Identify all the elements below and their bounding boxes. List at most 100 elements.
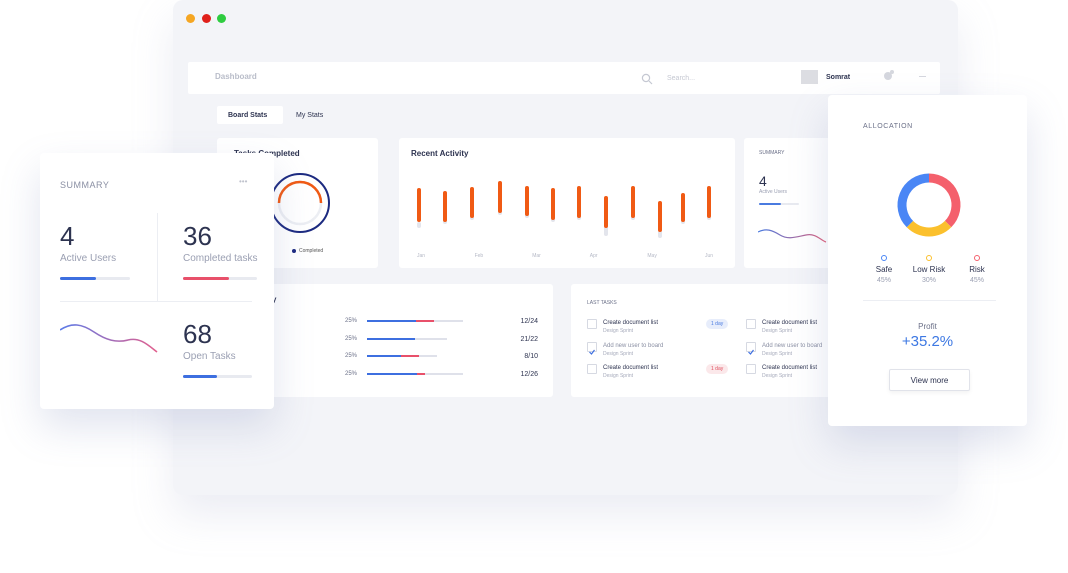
- progress-fill: [416, 320, 434, 322]
- divider: [157, 213, 158, 301]
- card-title: ALLOCATION: [863, 123, 913, 130]
- summary-card: SUMMARY ••• 4 Active Users 36 Completed tas…: [40, 153, 274, 409]
- checkbox[interactable]: [587, 341, 597, 355]
- month-label: Apr: [589, 253, 598, 259]
- task-subtitle: Design Sprint: [762, 373, 793, 379]
- menu-icon[interactable]: [919, 76, 926, 77]
- search-icon[interactable]: [641, 73, 653, 85]
- window-dot: [186, 14, 195, 23]
- month-label: Mar: [532, 253, 541, 259]
- progress-fill: [759, 203, 781, 205]
- fraction: 21/22: [520, 335, 538, 343]
- recent-activity-card: Recent Activity Jan Feb Mar Apr May Jun: [399, 138, 735, 268]
- settings-icon[interactable]: [883, 69, 895, 81]
- task-subtitle: Design Sprint: [603, 328, 634, 334]
- divider: [863, 300, 996, 301]
- card-title: LAST TASKS: [587, 300, 617, 306]
- progress-fill: [60, 277, 96, 280]
- legend-value: 45%: [969, 277, 984, 284]
- task-subtitle: Design Sprint: [762, 350, 793, 357]
- divider: [60, 301, 252, 302]
- allocation-donut: [897, 173, 961, 237]
- card-title: y: [272, 295, 277, 304]
- activity-bars: [417, 181, 711, 238]
- fraction: 8/10: [524, 353, 538, 360]
- progress-fill: [367, 372, 417, 375]
- more-button[interactable]: •••: [239, 177, 248, 186]
- card-title: Recent Activity: [411, 149, 469, 158]
- task-subtitle: Design Sprint: [762, 328, 793, 334]
- task-subtitle: Design Sprint: [603, 350, 634, 357]
- task-title: Create document list: [603, 365, 659, 371]
- view-more-button[interactable]: View more: [889, 369, 970, 391]
- progress-fill: [417, 372, 425, 375]
- profit-value: +35.2%: [901, 333, 954, 350]
- stat-label: Completed tasks: [183, 253, 258, 264]
- task-title: Add new user to board: [762, 342, 823, 349]
- percent: 25%: [345, 335, 358, 342]
- stat-value: 4: [60, 221, 75, 251]
- checkbox[interactable]: [746, 319, 756, 329]
- stat-label: Open Tasks: [183, 351, 236, 362]
- legend-dot: [881, 255, 887, 261]
- percent: 25%: [345, 318, 358, 324]
- legend-label: Low Risk: [912, 265, 946, 274]
- trend-line: [60, 324, 158, 353]
- card-title: SUMMARY: [759, 150, 785, 156]
- month-label: Jun: [705, 253, 714, 259]
- donut-segment: [928, 173, 961, 228]
- check-mark: [748, 349, 754, 355]
- percent: 25%: [345, 353, 358, 359]
- legend-label: Completed: [299, 248, 324, 254]
- task-title: Create document list: [603, 320, 659, 326]
- checkbox[interactable]: [587, 319, 597, 329]
- avatar[interactable]: [801, 70, 818, 84]
- task-title: Create document list: [762, 365, 818, 371]
- checkbox[interactable]: [746, 364, 756, 374]
- stat-value: 68: [183, 319, 212, 349]
- legend-label: Risk: [969, 265, 985, 274]
- check-mark: [589, 349, 595, 355]
- task-title: Add new user to board: [603, 342, 664, 349]
- tab-label[interactable]: My Stats: [296, 112, 324, 119]
- legend-value: 45%: [876, 277, 891, 284]
- search-input[interactable]: Search...: [667, 75, 696, 82]
- button-label: View more: [910, 376, 949, 385]
- legend-label: Safe: [875, 265, 893, 274]
- legend-dot: [926, 255, 932, 261]
- percent: 25%: [345, 370, 358, 377]
- window-dot: [217, 14, 226, 23]
- month-label: Jan: [417, 253, 426, 259]
- task-title: Create document list: [762, 320, 818, 326]
- team-card: y Saba25%12/24Saba25%21/22Saba25%8/10Sab…: [231, 284, 553, 397]
- legend-dot: [974, 255, 980, 261]
- checkbox[interactable]: [587, 364, 597, 374]
- progress-fill: [401, 355, 419, 357]
- summary-small-card: SUMMARY 4 Active Users: [744, 138, 834, 268]
- tab-label: Board Stats: [228, 112, 268, 119]
- last-tasks-card: LAST TASKS Create document list Design Sp…: [571, 284, 851, 397]
- allocation-card: ALLOCATION Safe 45% Low Risk 30% Risk 45% Pro…: [828, 95, 1027, 426]
- progress-track: [183, 375, 252, 378]
- stat-value: 4: [759, 173, 767, 189]
- tab-active[interactable]: Board Stats: [217, 106, 283, 124]
- stat-value: 36: [183, 221, 212, 251]
- page-title: Dashboard: [215, 72, 257, 81]
- month-label: May: [647, 253, 657, 259]
- task-badge: 1 day: [706, 364, 729, 374]
- stat-label: Active Users: [60, 253, 117, 264]
- donut-segment: [906, 220, 952, 237]
- progress-fill: [367, 320, 416, 322]
- fraction: 12/24: [520, 318, 538, 325]
- user-name[interactable]: Somrat: [826, 74, 851, 81]
- window-dot: [202, 14, 211, 23]
- app-window: Dashboard Search... Somrat Board Stats M…: [173, 0, 958, 495]
- task-badge: 1 day: [706, 319, 729, 329]
- trend-line: [758, 229, 827, 243]
- top-bar: Dashboard Search... Somrat: [188, 62, 940, 94]
- checkbox[interactable]: [746, 341, 756, 355]
- card-title: SUMMARY: [60, 180, 110, 190]
- stat-label: Active Users: [759, 189, 788, 195]
- progress-fill: [367, 337, 415, 340]
